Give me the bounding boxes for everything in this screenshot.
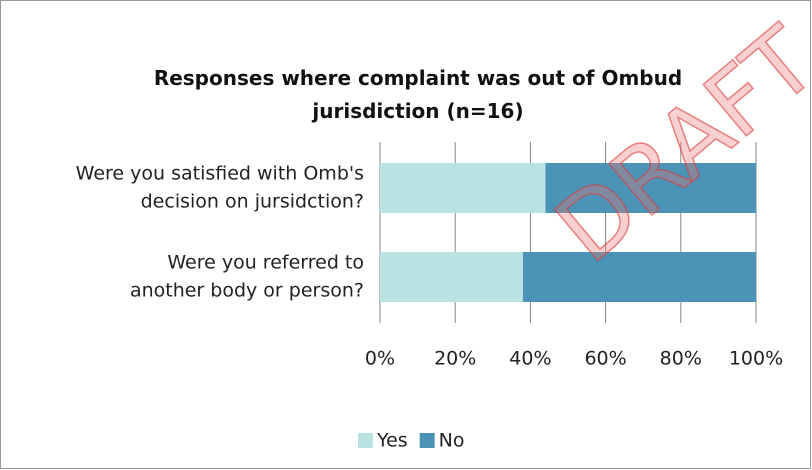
- bar-segment: [380, 252, 523, 302]
- legend-swatch: [419, 433, 435, 448]
- legend-label: Yes: [376, 430, 408, 452]
- legend-swatch: [358, 433, 373, 448]
- x-tick-label: 60%: [584, 348, 626, 370]
- category-label: another body or person?: [130, 280, 364, 302]
- bar-segment: [522, 252, 756, 302]
- x-tick-label: 0%: [365, 348, 395, 370]
- x-tick-label: 100%: [729, 348, 783, 370]
- x-tick-label: 40%: [509, 348, 551, 370]
- legend-label: No: [439, 430, 465, 452]
- bar-segment: [380, 163, 546, 213]
- chart-title: Responses where complaint was out of Omb…: [153, 66, 683, 123]
- bar-segment: [545, 163, 756, 213]
- x-tick-label: 20%: [434, 348, 476, 370]
- x-tick-label: 80%: [660, 348, 702, 370]
- category-label: decision on jursidction?: [141, 191, 364, 213]
- category-label: Were you referred to: [167, 252, 364, 274]
- category-label: Were you satisfied with Omb's: [76, 163, 364, 185]
